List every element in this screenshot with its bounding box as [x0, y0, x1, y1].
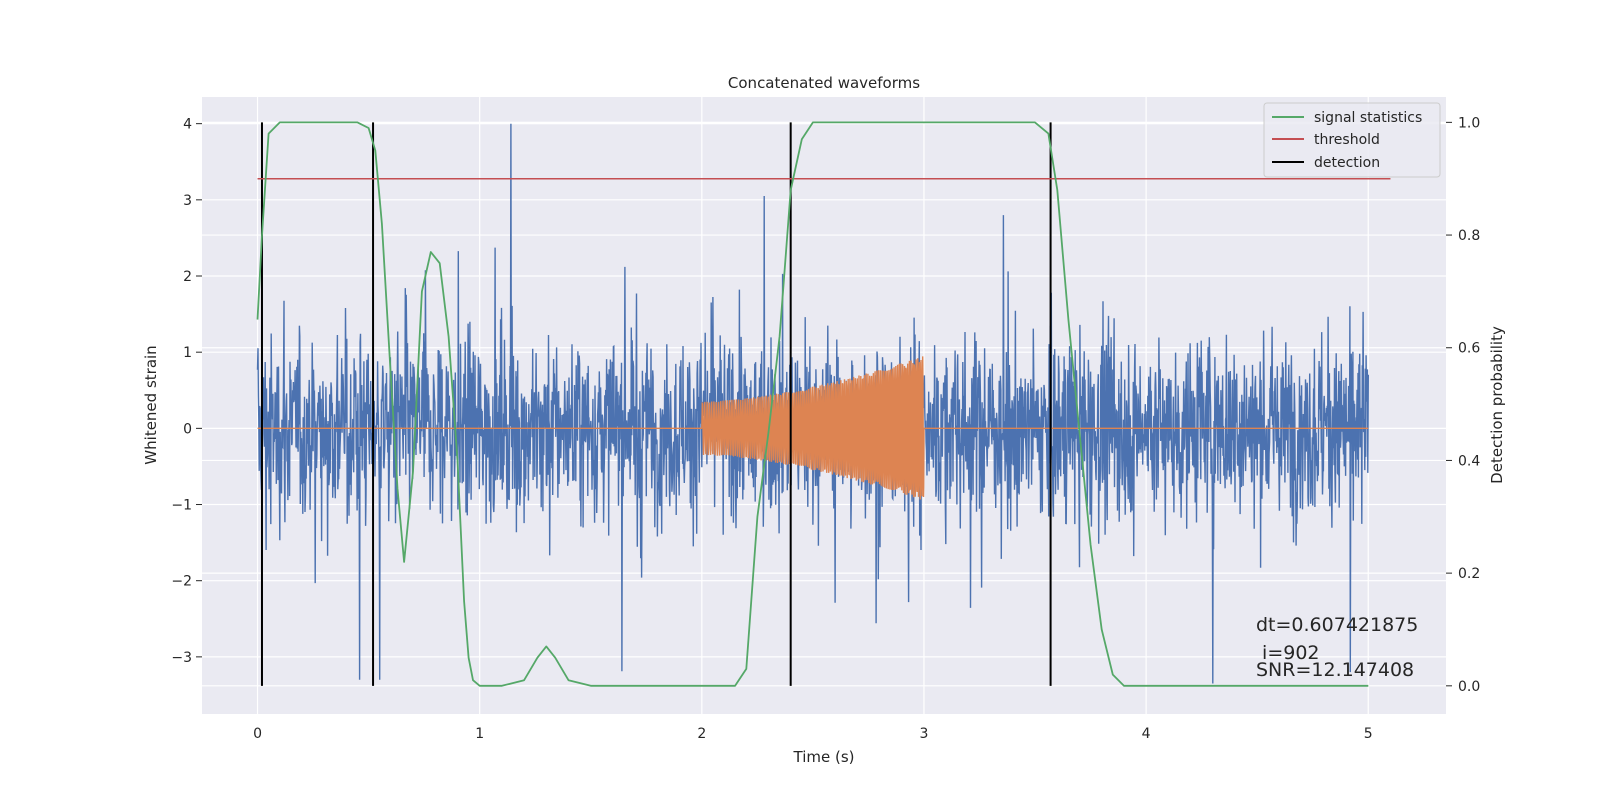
legend-label-threshold: threshold	[1314, 132, 1380, 148]
y-right-tick-label: 0.4	[1458, 453, 1480, 469]
y-right-tick-label: 0.2	[1458, 566, 1480, 582]
ticks: 0 1 2 3 4 5 −3 −2 −1 0 1 2 3 4 0.0 0.2 0.4 0.6 0.8 1.0	[171, 115, 1480, 742]
detection-lines	[260, 122, 1052, 686]
legend-label-signal: signal statistics	[1314, 110, 1422, 126]
plot-area	[256, 121, 1391, 687]
x-tick-label: 3	[920, 726, 929, 742]
annotation-index: i=902	[1256, 642, 1320, 664]
x-tick-label: 0	[253, 726, 262, 742]
annotation-dt: dt=0.607421875	[1256, 614, 1418, 636]
y-axis-right-label: Detection probability	[1488, 326, 1506, 484]
legend-label-detection: detection	[1314, 155, 1380, 171]
legend-box	[1263, 102, 1441, 178]
legend: signal statistics threshold detection	[1263, 102, 1441, 178]
template-series	[257, 356, 1369, 500]
y-left-tick-label: −2	[171, 574, 192, 590]
x-axis-label: Time (s)	[793, 748, 855, 766]
x-tick-label: 5	[1364, 726, 1373, 742]
y-right-tick-label: 1.0	[1458, 115, 1480, 131]
x-tick-label: 1	[475, 726, 484, 742]
y-left-tick-label: −1	[171, 498, 192, 514]
y-left-tick-label: 2	[183, 269, 192, 285]
y-right-tick-label: 0.8	[1458, 228, 1480, 244]
x-tick-label: 4	[1142, 726, 1151, 742]
y-left-tick-label: 0	[183, 421, 192, 437]
y-left-tick-label: 4	[183, 117, 192, 133]
chart-title: Concatenated waveforms	[728, 74, 920, 92]
y-right-tick-label: 0.0	[1458, 679, 1480, 695]
y-left-tick-label: −3	[171, 650, 192, 666]
noise-series	[256, 123, 1369, 684]
y-right-tick-label: 0.6	[1458, 341, 1480, 357]
y-axis-left-label: Whitened strain	[142, 345, 160, 464]
x-tick-label: 2	[697, 726, 706, 742]
signal-statistics-line	[256, 121, 1369, 687]
annotation-snr: SNR=12.147408	[1256, 659, 1414, 681]
y-left-tick-label: 3	[183, 193, 192, 209]
y-left-tick-label: 1	[183, 345, 192, 361]
